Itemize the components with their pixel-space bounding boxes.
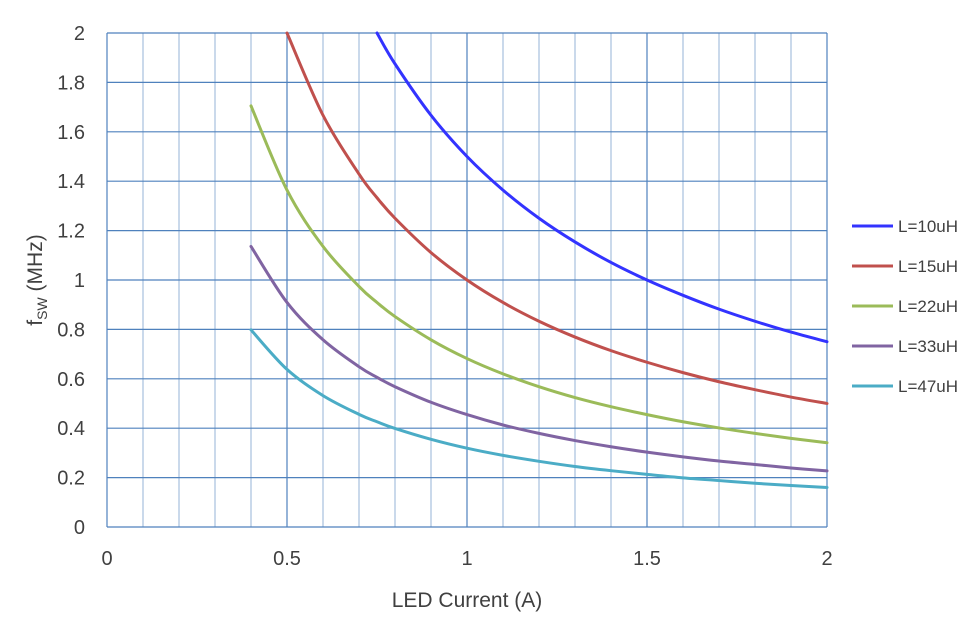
x-axis-title: LED Current (A) — [392, 589, 543, 612]
y-tick-label: 1 — [74, 270, 85, 292]
series-line-l-15uh — [285, 31, 829, 405]
y-axis-title-sub: SW — [34, 297, 50, 320]
y-tick-label: 0 — [74, 517, 85, 539]
y-tick-label: 0.4 — [57, 418, 85, 440]
series-line-l-33uh — [249, 244, 829, 473]
series-line-l-47uh — [249, 328, 829, 489]
y-tick-label: 1.4 — [57, 171, 85, 193]
x-axis-ticks: 0 0.5 1 1.5 2 — [101, 548, 832, 570]
x-tick-label: 0 — [101, 548, 112, 570]
y-axis-title: fSW (MHz) — [24, 234, 50, 325]
y-tick-label: 0.6 — [57, 369, 85, 391]
grid — [106, 32, 828, 528]
x-tick-label: 1.5 — [633, 548, 661, 570]
legend-label-l-15uh: L=15uH — [898, 257, 958, 276]
y-axis-title-main: f — [24, 320, 47, 326]
series-line-l-10uh — [375, 31, 829, 344]
y-tick-label: 1.6 — [57, 122, 85, 144]
series-lines — [249, 31, 829, 489]
y-tick-label: 1.2 — [57, 221, 85, 243]
y-axis-ticks: 0 0.2 0.4 0.6 0.8 1 1.2 1.4 1.6 1.8 2 — [57, 23, 85, 539]
legend: L=10uH L=15uH L=22uH L=33uH L=47uH — [852, 217, 958, 396]
y-tick-label: 1.8 — [57, 72, 85, 94]
y-tick-label: 2 — [74, 23, 85, 45]
legend-label-l-47uh: L=47uH — [898, 377, 958, 396]
x-tick-label: 1 — [461, 548, 472, 570]
legend-label-l-33uh: L=33uH — [898, 337, 958, 356]
legend-label-l-10uh: L=10uH — [898, 217, 958, 236]
x-tick-label: 2 — [821, 548, 832, 570]
y-tick-label: 0.8 — [57, 319, 85, 341]
x-tick-label: 0.5 — [273, 548, 301, 570]
legend-label-l-22uh: L=22uH — [898, 297, 958, 316]
y-axis-title-unit: (MHz) — [24, 234, 47, 297]
series-line-l-22uh — [249, 104, 829, 445]
y-tick-label: 0.2 — [57, 468, 85, 490]
